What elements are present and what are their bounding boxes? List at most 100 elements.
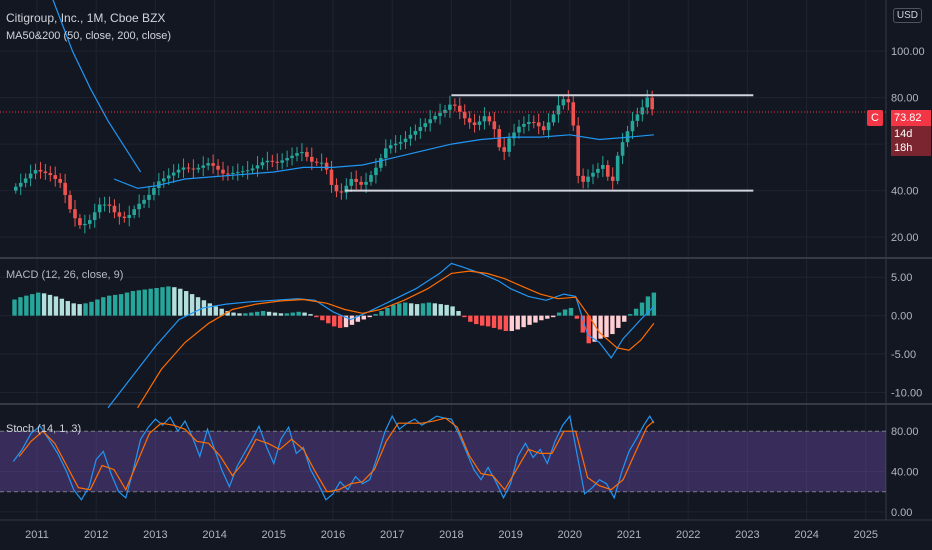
macd-histogram-bar [213, 306, 218, 316]
candle [453, 104, 457, 106]
macd-histogram-bar [53, 296, 59, 316]
candle [147, 194, 151, 200]
candle [235, 172, 240, 174]
stoch-d-line [18, 417, 655, 493]
candle [635, 114, 640, 121]
candle [38, 169, 43, 172]
candle [137, 203, 141, 210]
macd-histogram-bar [118, 294, 124, 316]
candle [211, 163, 215, 166]
candle [176, 169, 181, 173]
macd-histogram-bar [308, 314, 313, 316]
macd-histogram-bar [462, 315, 467, 318]
macd-histogram-bar [349, 315, 355, 325]
candle [507, 138, 511, 152]
macd-histogram-bar [438, 304, 443, 316]
macd-histogram-bar [639, 302, 645, 316]
candle [68, 194, 72, 210]
macd-histogram-bar [18, 297, 23, 316]
candle [191, 168, 196, 170]
time-axis-tick-label: 2021 [617, 529, 641, 541]
candle [428, 119, 432, 124]
macd-histogram-bar [568, 307, 574, 316]
candle [265, 160, 270, 163]
macd-histogram-bar [485, 315, 491, 327]
stoch-k-line [12, 414, 655, 501]
candle [309, 156, 314, 162]
macd-histogram-bar [124, 292, 130, 316]
time-axis-tick-label: 2013 [143, 529, 167, 541]
macd-histogram-bar [95, 299, 100, 316]
macd-histogram-bar [610, 315, 615, 335]
macd-histogram-bar [562, 309, 568, 316]
candle [63, 182, 67, 195]
candle [92, 212, 97, 221]
candle [23, 178, 28, 183]
candle [596, 168, 600, 173]
macd-histogram-bar [432, 303, 438, 316]
macd-histogram-bar [284, 313, 290, 316]
candle [33, 169, 38, 174]
macd-histogram-bar [574, 315, 580, 319]
candle [181, 167, 186, 170]
macd-histogram-bar [420, 303, 426, 316]
macd-histogram-bar [207, 303, 213, 316]
candle [645, 97, 650, 108]
candle [364, 181, 368, 185]
macd-histogram-bar [391, 304, 396, 316]
macd-histogram-bar [397, 303, 402, 316]
candle [601, 165, 605, 169]
candle [18, 182, 23, 187]
macd-indicator-label[interactable]: MACD (12, 26, close, 9) [6, 269, 124, 281]
macd-histogram-bar [272, 312, 278, 316]
candle [522, 123, 526, 127]
macd-histogram-bar [154, 287, 159, 316]
ma200-line [52, 0, 142, 173]
candle [482, 116, 487, 122]
macd-histogram-bar [101, 297, 106, 316]
candle [393, 143, 398, 146]
macd-histogram-bar [385, 307, 390, 316]
macd-histogram-bar [178, 288, 183, 316]
stoch-indicator-label[interactable]: Stoch (14, 1, 3) [6, 423, 82, 435]
macd-histogram-bar [556, 312, 562, 316]
candle [591, 172, 595, 177]
candle [305, 152, 309, 157]
macd-histogram-bar [450, 306, 455, 316]
candle [206, 163, 210, 166]
macd-histogram-bar [249, 312, 254, 316]
macd-histogram-bar [71, 303, 76, 316]
macd-histogram-bar [633, 308, 639, 316]
macd-axis-tick-label: 0.00 [891, 311, 912, 323]
ma50-line [113, 134, 654, 189]
currency-badge[interactable]: USD [892, 8, 922, 23]
candle [127, 215, 132, 218]
stoch-axis-tick-label: 0.00 [891, 507, 912, 519]
time-axis-tick-label: 2019 [498, 529, 522, 541]
ma-indicator-label[interactable]: MA50&200 (50, close, 200, close) [6, 30, 172, 42]
candle [344, 185, 349, 193]
candle [408, 134, 413, 139]
candle [457, 105, 462, 112]
macd-histogram-bar [622, 315, 627, 322]
candle [581, 175, 585, 182]
macd-histogram-bar [89, 301, 94, 316]
time-axis-tick-label: 2012 [84, 529, 108, 541]
candle [571, 102, 576, 126]
candle [102, 204, 107, 206]
candle [512, 132, 516, 139]
candle [171, 172, 176, 176]
macd-histogram-bar [142, 289, 147, 316]
macd-histogram-bar [491, 315, 497, 328]
candle [418, 127, 423, 131]
candle [231, 172, 235, 174]
candle [374, 167, 378, 176]
candle [502, 147, 506, 152]
macd-histogram-bar [539, 315, 544, 321]
time-axis-tick-label: 2017 [380, 529, 404, 541]
macd-histogram-bar [107, 295, 112, 316]
candle [561, 99, 566, 106]
macd-axis-tick-label: -10.00 [891, 387, 922, 399]
candle [398, 142, 403, 144]
